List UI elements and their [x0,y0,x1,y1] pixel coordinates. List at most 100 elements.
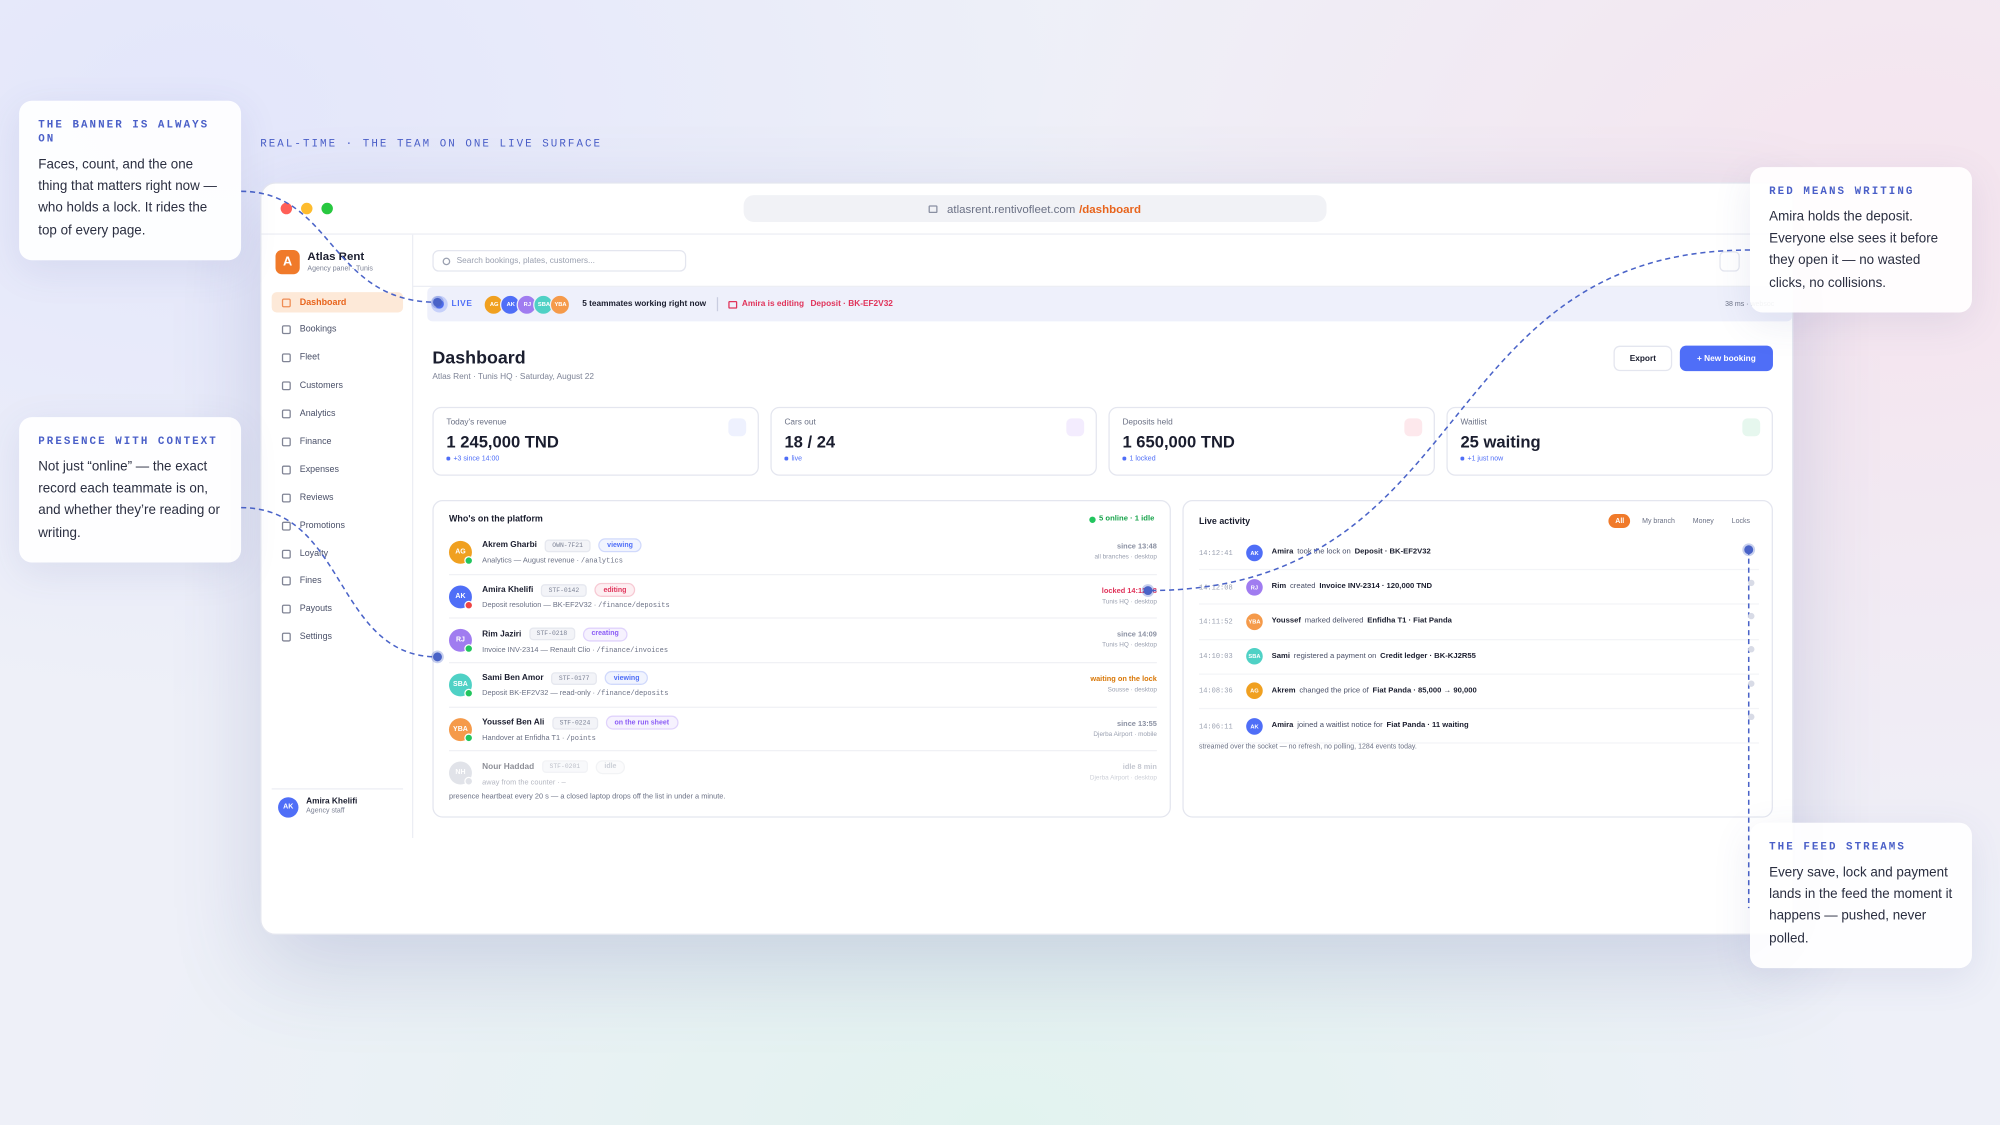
nav-label: Finance [299,437,332,447]
nav: Dashboard Bookings Fleet Customers Analytics… [271,292,404,655]
callout-body: Amira holds the deposit. Everyone else s… [1769,209,1939,291]
window-close[interactable] [280,202,293,215]
mode-pill: viewing [598,538,642,553]
route: /analytics [575,557,623,566]
callout: PRESENCE WITH CONTEXT Not just “online” —… [19,417,242,563]
nav-item[interactable]: Fleet [272,348,403,368]
presence-info: Youssef Ben Ali STF-0224 on the run sheet H… [482,715,1093,742]
filter-tab[interactable]: Locks [1731,517,1750,525]
avatar: AK [448,584,474,610]
event-action: created [1289,583,1316,591]
notifications[interactable] [1719,251,1740,272]
filter-tab[interactable]: All [1608,514,1631,529]
presence-info: Rim Jaziri STF-0218 creating Invoice INV-23… [482,627,1102,654]
presence-time: since 13:48 all branches · desktop [1094,543,1156,561]
presence-row[interactable]: AG Akrem Gharbi OWN-7F21 viewing Analytics —… [448,531,1157,575]
callout: THE FEED STREAMS Every save, lock and pay… [1749,822,1972,968]
nav-icon [281,604,291,614]
page-title: Dashboard [432,346,526,368]
location: all branches · desktop [1094,553,1157,562]
event-object: Enfidha T1 · Fiat Panda [1367,617,1452,626]
mode-pill: viewing [604,671,649,686]
avatar: AK [1246,544,1263,561]
live-label: LIVE [451,299,473,309]
record: Deposit resolution — BK-EF2V32 [482,602,592,610]
mode-pill: editing [594,582,636,597]
mode-pill: idle [595,759,626,774]
window-zoom[interactable] [321,202,333,215]
nav-item[interactable]: Promotions [272,515,403,535]
presence-row[interactable]: AK Amira Khelifi STF-0142 editing Deposit re… [448,575,1157,620]
window-minimize[interactable] [301,202,313,215]
nav-item[interactable]: Analytics [272,404,403,424]
nav-item[interactable]: Loyalty [272,543,403,563]
record: Invoice INV-2314 — Renault Clio [482,646,591,654]
nav-item[interactable]: Payouts [272,599,403,619]
brand: Atlas Rent [307,249,365,263]
presence-row[interactable]: RJ Rim Jaziri STF-0218 creating Invoice INV-… [448,619,1157,664]
since: since 13:48 [1117,543,1157,551]
presence-head: Rim Jaziri STF-0218 creating [482,627,1102,642]
user-avatar[interactable]: AK [278,797,299,818]
nav-item[interactable]: Settings [272,627,403,647]
presence-row[interactable]: SBA Sami Ben Amor STF-0177 viewing Deposit B… [448,663,1157,708]
nav-icon [281,577,291,586]
callout-body: Not just “online” — the exact record eac… [38,459,220,541]
nav-label: Expenses [299,465,339,475]
nav-item[interactable]: Finance [272,432,403,452]
filter-tab[interactable]: My branch [1642,517,1675,525]
event-action: joined a waitlist notice for [1297,721,1383,730]
staff-badge: OWN-7F21 [544,539,591,553]
callout-body: Every save, lock and payment lands in th… [1769,864,1953,946]
nav-item[interactable]: Expenses [272,460,403,480]
nav-icon [281,549,291,559]
separator [271,788,404,790]
activity-panel: Live activity All My branch Money Locks 14:… [1182,499,1773,818]
nav-label: Dashboard [299,297,347,307]
avatar: SBA [448,673,474,698]
avatar: RJ [517,294,538,315]
nav-icon [281,437,291,447]
event-time: 14:06:11 [1198,721,1233,731]
activity-feed: 14:12:41 AK Amira took the lock on Deposit ·… [1198,536,1759,744]
lock-record[interactable]: Deposit · BK-EF2V32 [810,299,893,309]
url-host: atlasrent.rentivofleet.com [947,202,1076,215]
presence-time: since 14:09 Tunis HQ · desktop [1102,632,1157,650]
event-actor: Sami [1271,652,1290,661]
nav-icon [281,297,291,307]
avatar: SBA [1246,648,1263,665]
sidebar: A Atlas Rent Agency panel · Tunis Dashbo… [261,234,414,839]
nav-item[interactable]: Reviews [272,488,403,508]
nav-item[interactable]: Bookings [272,320,403,340]
kpi-icon [1742,418,1761,437]
kpi-icon [1066,418,1085,437]
search[interactable]: Search bookings, plates, customers... [432,249,687,272]
avatar: AG [1246,682,1263,700]
export-button[interactable]: Export [1613,345,1673,372]
url-bar[interactable]: atlasrent.rentivofleet.com /dashboard [743,195,1327,222]
nav-icon [281,493,291,503]
nav-item[interactable]: Dashboard [271,292,404,313]
presence-row[interactable]: NH Nour Haddad STF-0201 idle away from the c… [448,752,1157,795]
nav-item[interactable]: Customers [272,376,403,396]
eyebrow: REAL-TIME · THE TEAM ON ONE LIVE SURFACE [260,137,603,151]
user-role: Agency staff [306,807,345,816]
callout-body: Faces, count, and the one thing that mat… [38,156,217,239]
nav-item[interactable]: Fines [272,571,403,591]
filter-tab[interactable]: Money [1692,517,1714,525]
kpi-icon [1404,418,1423,437]
avatar: NH [448,761,474,787]
mode-pill: creating [582,627,628,642]
nav-label: Bookings [299,325,337,335]
since: waiting on the lock [1090,675,1157,684]
brand-sub: Agency panel · Tunis [307,265,373,273]
kpi-value: 1 650,000 TND [1122,432,1235,452]
nav-icon [281,353,291,363]
new-booking-button[interactable]: + New booking [1679,345,1773,372]
live-dot [434,299,444,309]
presence-row[interactable]: YBA Youssef Ben Ali STF-0224 on the run she… [448,708,1157,752]
kpi-card: Deposits held 1 650,000 TND 1 locked [1108,406,1435,476]
member-name: Amira Khelifi [482,585,534,595]
since: locked 14:12:08 [1101,587,1157,596]
